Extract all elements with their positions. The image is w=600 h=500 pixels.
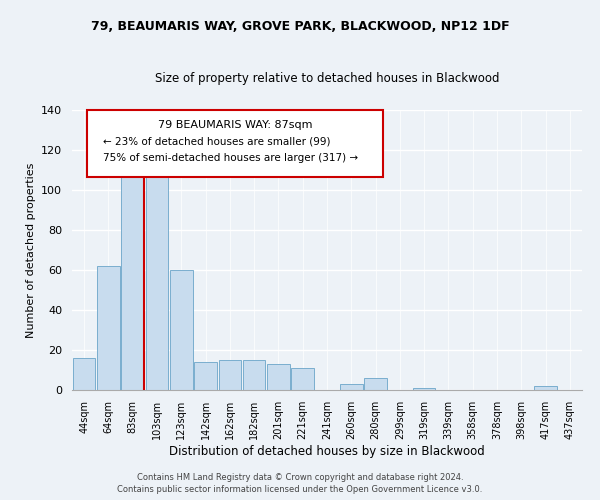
Text: 79 BEAUMARIS WAY: 87sqm: 79 BEAUMARIS WAY: 87sqm <box>158 120 313 130</box>
FancyBboxPatch shape <box>88 110 383 177</box>
Bar <box>218 360 241 390</box>
Bar <box>194 362 217 390</box>
Text: 79, BEAUMARIS WAY, GROVE PARK, BLACKWOOD, NP12 1DF: 79, BEAUMARIS WAY, GROVE PARK, BLACKWOOD… <box>91 20 509 33</box>
Text: Contains HM Land Registry data © Crown copyright and database right 2024.: Contains HM Land Registry data © Crown c… <box>137 473 463 482</box>
Bar <box>340 384 362 390</box>
Bar <box>413 388 436 390</box>
Text: 75% of semi-detached houses are larger (317) →: 75% of semi-detached houses are larger (… <box>103 154 358 164</box>
Bar <box>170 270 193 390</box>
Bar <box>73 358 95 390</box>
Bar <box>243 360 265 390</box>
Bar <box>121 172 144 390</box>
Bar <box>364 378 387 390</box>
Bar <box>292 368 314 390</box>
Text: ← 23% of detached houses are smaller (99): ← 23% of detached houses are smaller (99… <box>103 136 330 146</box>
Bar <box>267 364 290 390</box>
Text: Contains public sector information licensed under the Open Government Licence v3: Contains public sector information licen… <box>118 484 482 494</box>
X-axis label: Distribution of detached houses by size in Blackwood: Distribution of detached houses by size … <box>169 444 485 458</box>
Bar <box>146 158 168 390</box>
Y-axis label: Number of detached properties: Number of detached properties <box>26 162 35 338</box>
Bar <box>534 386 557 390</box>
Title: Size of property relative to detached houses in Blackwood: Size of property relative to detached ho… <box>155 72 499 85</box>
Bar <box>97 266 120 390</box>
